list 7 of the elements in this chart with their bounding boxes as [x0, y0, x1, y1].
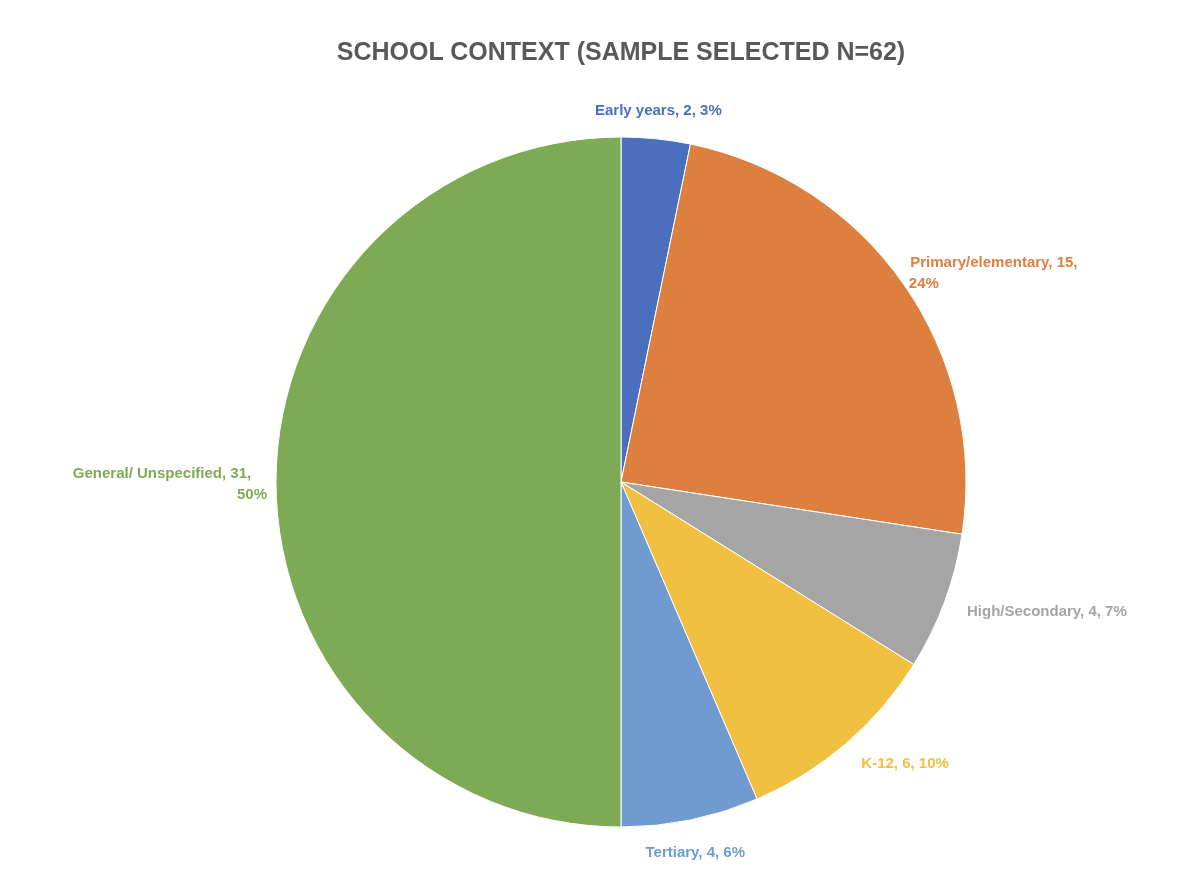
- chart-title: SCHOOL CONTEXT (SAMPLE SELECTED N=62): [336, 37, 906, 65]
- slice-label: Tertiary, 4, 6%: [645, 843, 746, 861]
- slice-label: Primary/elementary, 15, 24%: [908, 252, 1078, 291]
- slice-label: General/ Unspecified, 31, 50%: [72, 463, 268, 502]
- slice-label: K-12, 6, 10%: [861, 753, 949, 771]
- slice-label: Early years, 2, 3%: [594, 100, 722, 118]
- slice-label: High/Secondary, 4, 7%: [967, 602, 1127, 620]
